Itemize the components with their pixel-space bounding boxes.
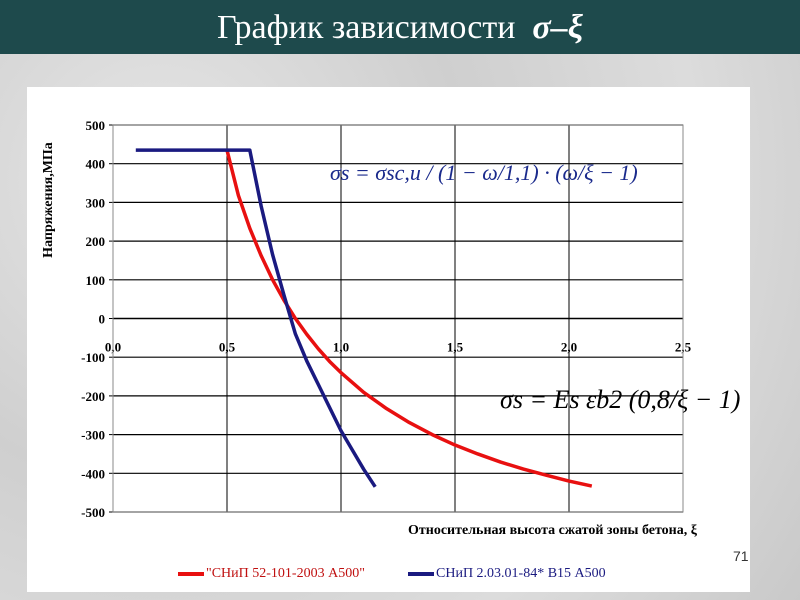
legend-item-blue: СНиП 2.03.01-84* В15 А500 — [408, 566, 606, 582]
y-tick-label: -100 — [81, 350, 105, 365]
y-tick-label: 100 — [86, 273, 106, 288]
y-tick-label: 500 — [86, 118, 106, 133]
legend-item-red: "СНиП 52-101-2003 А500" — [178, 566, 365, 582]
y-tick-label: -200 — [81, 389, 105, 404]
title-symbol: σ–ξ — [532, 9, 584, 46]
slide-title: График зависимости σ–ξ — [0, 0, 800, 54]
x-tick-label: 0,5 — [219, 340, 236, 355]
series-line-blue — [135, 148, 377, 488]
y-axis-label: Напряжения,МПа — [41, 142, 56, 258]
slide-number: 71 — [733, 548, 749, 564]
legend-label: СНиП 2.03.01-84* В15 А500 — [436, 566, 606, 581]
legend-swatch-red — [178, 572, 204, 576]
y-tick-label: -300 — [81, 428, 105, 443]
plot-frame — [112, 124, 684, 513]
y-tick-label: 0 — [99, 312, 106, 327]
x-tick-label: 1,0 — [333, 340, 349, 355]
y-tick-label: -500 — [81, 505, 105, 520]
x-tick-label: 1,5 — [447, 340, 464, 355]
x-axis-label: Относительная высота сжатой зоны бетона,… — [408, 523, 698, 538]
y-tick-label: 300 — [86, 195, 106, 210]
formula-black: σs = Es εb2 (0,8/ξ − 1) — [500, 385, 741, 414]
legend-swatch-blue — [408, 572, 434, 576]
title-text: График зависимости — [216, 9, 516, 46]
chart-panel — [27, 87, 750, 592]
y-tick-label: -400 — [81, 466, 105, 481]
y-tick-label: 200 — [86, 234, 106, 249]
y-tick-label: 400 — [86, 157, 106, 172]
x-tick-label: 2,0 — [561, 340, 577, 355]
series-line-red — [225, 149, 593, 488]
formula-blue: σs = σsc,u / (1 − ω/1,1) · (ω/ξ − 1) — [330, 160, 638, 185]
legend-label: "СНиП 52-101-2003 А500" — [206, 566, 365, 581]
